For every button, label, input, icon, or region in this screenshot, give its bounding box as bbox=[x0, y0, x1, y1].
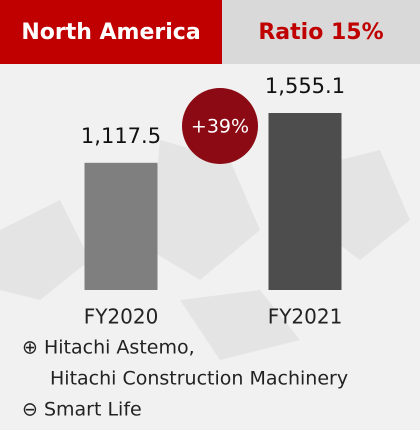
growth-label: +39% bbox=[191, 116, 249, 138]
bar bbox=[268, 113, 342, 290]
note: ⊕ Hitachi Astemo, bbox=[22, 337, 195, 359]
map-shape bbox=[150, 140, 260, 280]
x-tick-label: FY2020 bbox=[84, 305, 159, 329]
x-tick-label: FY2021 bbox=[268, 305, 343, 329]
bar bbox=[84, 162, 158, 290]
value-label: 1,555.1 bbox=[265, 74, 345, 98]
growth-badge bbox=[182, 88, 258, 164]
chart-title: North America bbox=[21, 20, 200, 45]
header-right bbox=[222, 0, 420, 64]
note: Hitachi Construction Machinery bbox=[50, 368, 348, 390]
header-left bbox=[0, 0, 222, 64]
value-label: 1,117.5 bbox=[81, 124, 161, 148]
map-shape bbox=[0, 200, 90, 300]
chart-subtitle: Ratio 15% bbox=[258, 20, 383, 45]
map-shape bbox=[180, 290, 300, 360]
note: ⊖ Smart Life bbox=[22, 399, 142, 421]
